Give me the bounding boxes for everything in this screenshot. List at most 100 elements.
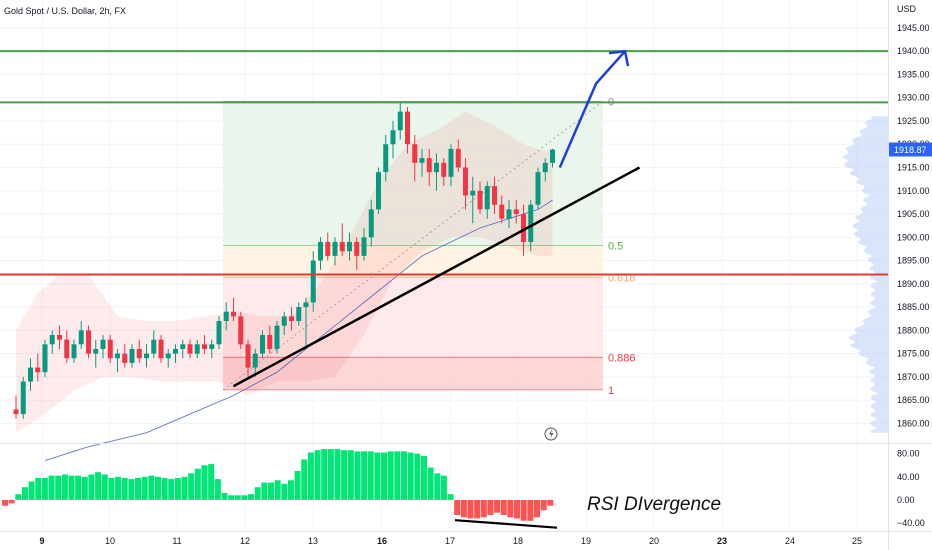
oscillator-bar: [81, 476, 88, 500]
oscillator-bar: [307, 452, 314, 500]
oscillator-bar: [95, 472, 102, 500]
candle-body: [20, 381, 26, 415]
oscillator-bar: [334, 449, 341, 500]
candle-body: [78, 330, 84, 345]
oscillator-bar: [420, 455, 427, 500]
oscillator-bar: [341, 450, 348, 500]
oscillator-bar: [480, 499, 487, 518]
drawings: [232, 49, 641, 388]
candle-body: [165, 353, 171, 359]
x-tick-label: 11: [172, 536, 181, 546]
oscillator-bar: [2, 499, 8, 506]
oscillator-bar: [361, 451, 368, 500]
oscillator-bar: [15, 494, 22, 500]
y-tick-label: 1940.00: [897, 46, 930, 56]
candle-body: [42, 344, 48, 373]
lightning-icon[interactable]: [544, 427, 558, 441]
candle-body: [448, 148, 454, 177]
candle-body: [238, 316, 244, 345]
oscillator-bar: [201, 465, 208, 500]
y-tick-label: 1870.00: [897, 372, 930, 382]
oscillator-bar: [274, 480, 281, 500]
currency-label: USD: [897, 4, 917, 14]
oscillator-bar: [374, 452, 381, 500]
oscillator-tick-label: 80.00: [897, 449, 920, 459]
oscillator-bar: [387, 451, 394, 500]
oscillator-bar: [261, 482, 268, 500]
candle-body: [521, 214, 526, 242]
oscillator-bar: [35, 477, 42, 500]
x-tick-label: 18: [513, 536, 523, 546]
candle-body: [470, 190, 476, 196]
y-tick-label: 1945.00: [897, 23, 930, 33]
candle-body: [252, 353, 258, 368]
candle-body: [332, 241, 338, 256]
candle-body: [419, 158, 425, 163]
bollinger-band: [16, 111, 553, 433]
candle-body: [173, 348, 178, 354]
oscillator-tick-label: 0.00: [897, 495, 915, 505]
y-tick-label: 1915.00: [897, 162, 930, 172]
candle-body: [158, 339, 164, 359]
oscillator-bar: [214, 479, 221, 500]
oscillator-bar: [474, 499, 481, 519]
x-tick-label: 19: [581, 536, 591, 546]
oscillator-bar: [108, 477, 115, 500]
candle-body: [499, 204, 505, 219]
y-tick-label: 1895.00: [897, 256, 930, 266]
y-tick-label: 1875.00: [897, 349, 930, 359]
oscillator-tick-label: −40.00: [897, 518, 925, 528]
candle-body: [484, 186, 490, 210]
oscillator-bar: [407, 452, 414, 500]
oscillator-bar: [487, 499, 494, 515]
x-tick-label: 16: [377, 536, 387, 546]
candle-body: [405, 111, 410, 145]
candle-body: [383, 144, 389, 173]
oscillator-bar: [520, 499, 527, 521]
oscillator-bar: [301, 459, 308, 500]
oscillator-bar: [394, 451, 401, 500]
y-tick-label: 1860.00: [897, 418, 930, 428]
oscillator-bar: [254, 487, 261, 500]
oscillator-bar: [281, 483, 288, 500]
volume-profile-shape: [842, 116, 888, 433]
candle-body: [100, 339, 106, 349]
candle-body: [57, 334, 62, 340]
candle-body: [412, 144, 418, 163]
candle-body: [122, 353, 128, 363]
candles: [13, 102, 555, 419]
candle-body: [129, 348, 135, 363]
candle-body: [535, 172, 541, 205]
candle-body: [303, 302, 309, 308]
oscillator-bar: [75, 475, 82, 500]
projection-arrow-line: [558, 50, 626, 168]
candle-body: [231, 311, 236, 317]
candle-body: [347, 241, 352, 252]
candle-body: [267, 334, 273, 349]
candle-body: [86, 330, 91, 354]
candle-body: [318, 241, 323, 261]
oscillator-bar: [268, 482, 274, 500]
candle-body: [528, 204, 534, 242]
oscillator-bar: [454, 499, 461, 515]
oscillator-bar: [427, 467, 434, 500]
rsi-divergence-annotation: RSI DIvergence: [587, 494, 721, 515]
oscillator-bar: [148, 475, 155, 500]
x-tick-label: 17: [445, 536, 455, 546]
oscillator-bar: [540, 499, 547, 511]
candle-body: [477, 190, 483, 210]
candle-body: [542, 162, 548, 173]
y-tick-label: 1930.00: [897, 93, 930, 103]
candle-body: [194, 344, 200, 354]
fib-zone: [223, 357, 603, 390]
candle-body: [368, 209, 374, 238]
oscillator-bar: [234, 495, 241, 500]
oscillator-bar: [500, 499, 507, 515]
x-tick-label: 10: [105, 536, 115, 546]
candle-body: [180, 344, 186, 349]
candle-body: [64, 339, 70, 359]
y-tick-label: 1890.00: [897, 279, 930, 289]
candle-body: [223, 311, 229, 322]
oscillator-bar: [55, 475, 62, 500]
divergence-line: [454, 519, 558, 529]
